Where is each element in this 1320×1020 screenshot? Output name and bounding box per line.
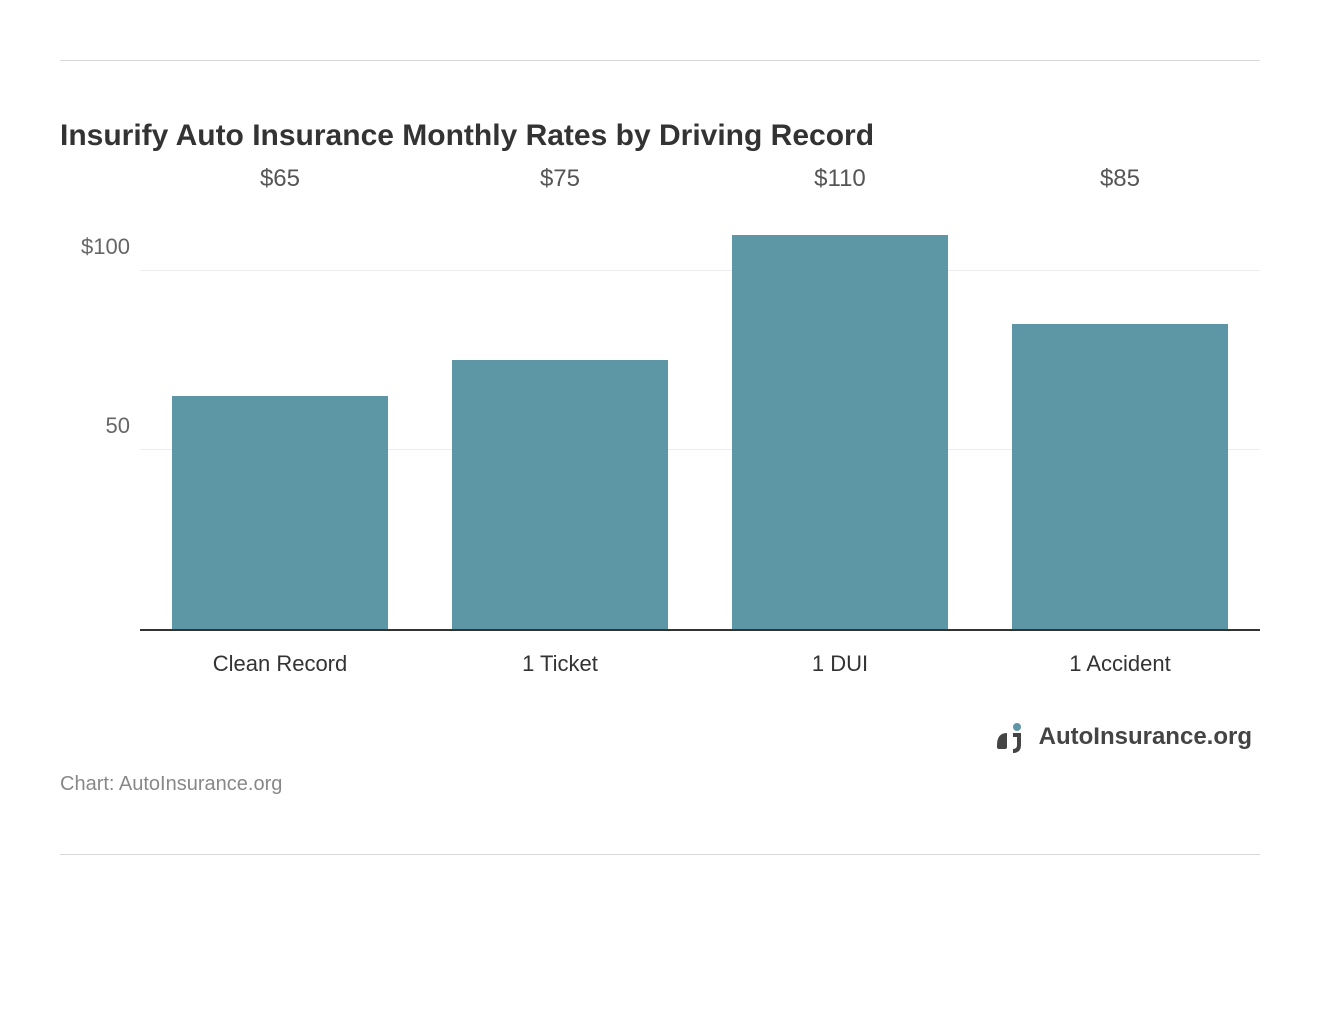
x-label-2: 1 DUI: [717, 651, 963, 677]
plot-area: $65 $75 $110 $85: [140, 201, 1260, 631]
bar-2: [732, 235, 949, 629]
bar-value-label: $65: [260, 165, 300, 386]
chart-source: Chart: AutoInsurance.org: [60, 773, 1260, 796]
bar-3: [1012, 324, 1229, 629]
bar-group-1: $75: [437, 201, 683, 629]
x-label-3: 1 Accident: [997, 651, 1243, 677]
bar-group-3: $85: [997, 201, 1243, 629]
top-divider: [60, 60, 1260, 61]
x-axis-labels: Clean Record 1 Ticket 1 DUI 1 Accident: [140, 651, 1260, 677]
chart-area: 50 $100 $65 $75 $110 $85: [60, 201, 1260, 631]
y-tick-100: $100: [81, 234, 130, 260]
bar-value-label: $75: [540, 165, 580, 350]
chart-container: Insurify Auto Insurance Monthly Rates by…: [60, 60, 1260, 855]
bars-row: $65 $75 $110 $85: [140, 201, 1260, 629]
bar-0: [172, 396, 389, 629]
x-label-1: 1 Ticket: [437, 651, 683, 677]
brand-attribution: AutoInsurance.org: [60, 719, 1260, 755]
bar-value-label: $110: [814, 165, 866, 225]
x-label-0: Clean Record: [157, 651, 403, 677]
bar-1: [452, 360, 669, 629]
chart-title: Insurify Auto Insurance Monthly Rates by…: [60, 119, 1260, 153]
bar-value-label: $85: [1100, 165, 1140, 314]
bottom-divider: [60, 854, 1260, 855]
brand-logo-icon: [993, 719, 1029, 755]
bar-group-2: $110: [717, 201, 963, 629]
brand-text: AutoInsurance.org: [1039, 723, 1252, 751]
y-tick-50: 50: [106, 413, 130, 439]
y-axis: 50 $100: [60, 201, 140, 631]
bar-group-0: $65: [157, 201, 403, 629]
